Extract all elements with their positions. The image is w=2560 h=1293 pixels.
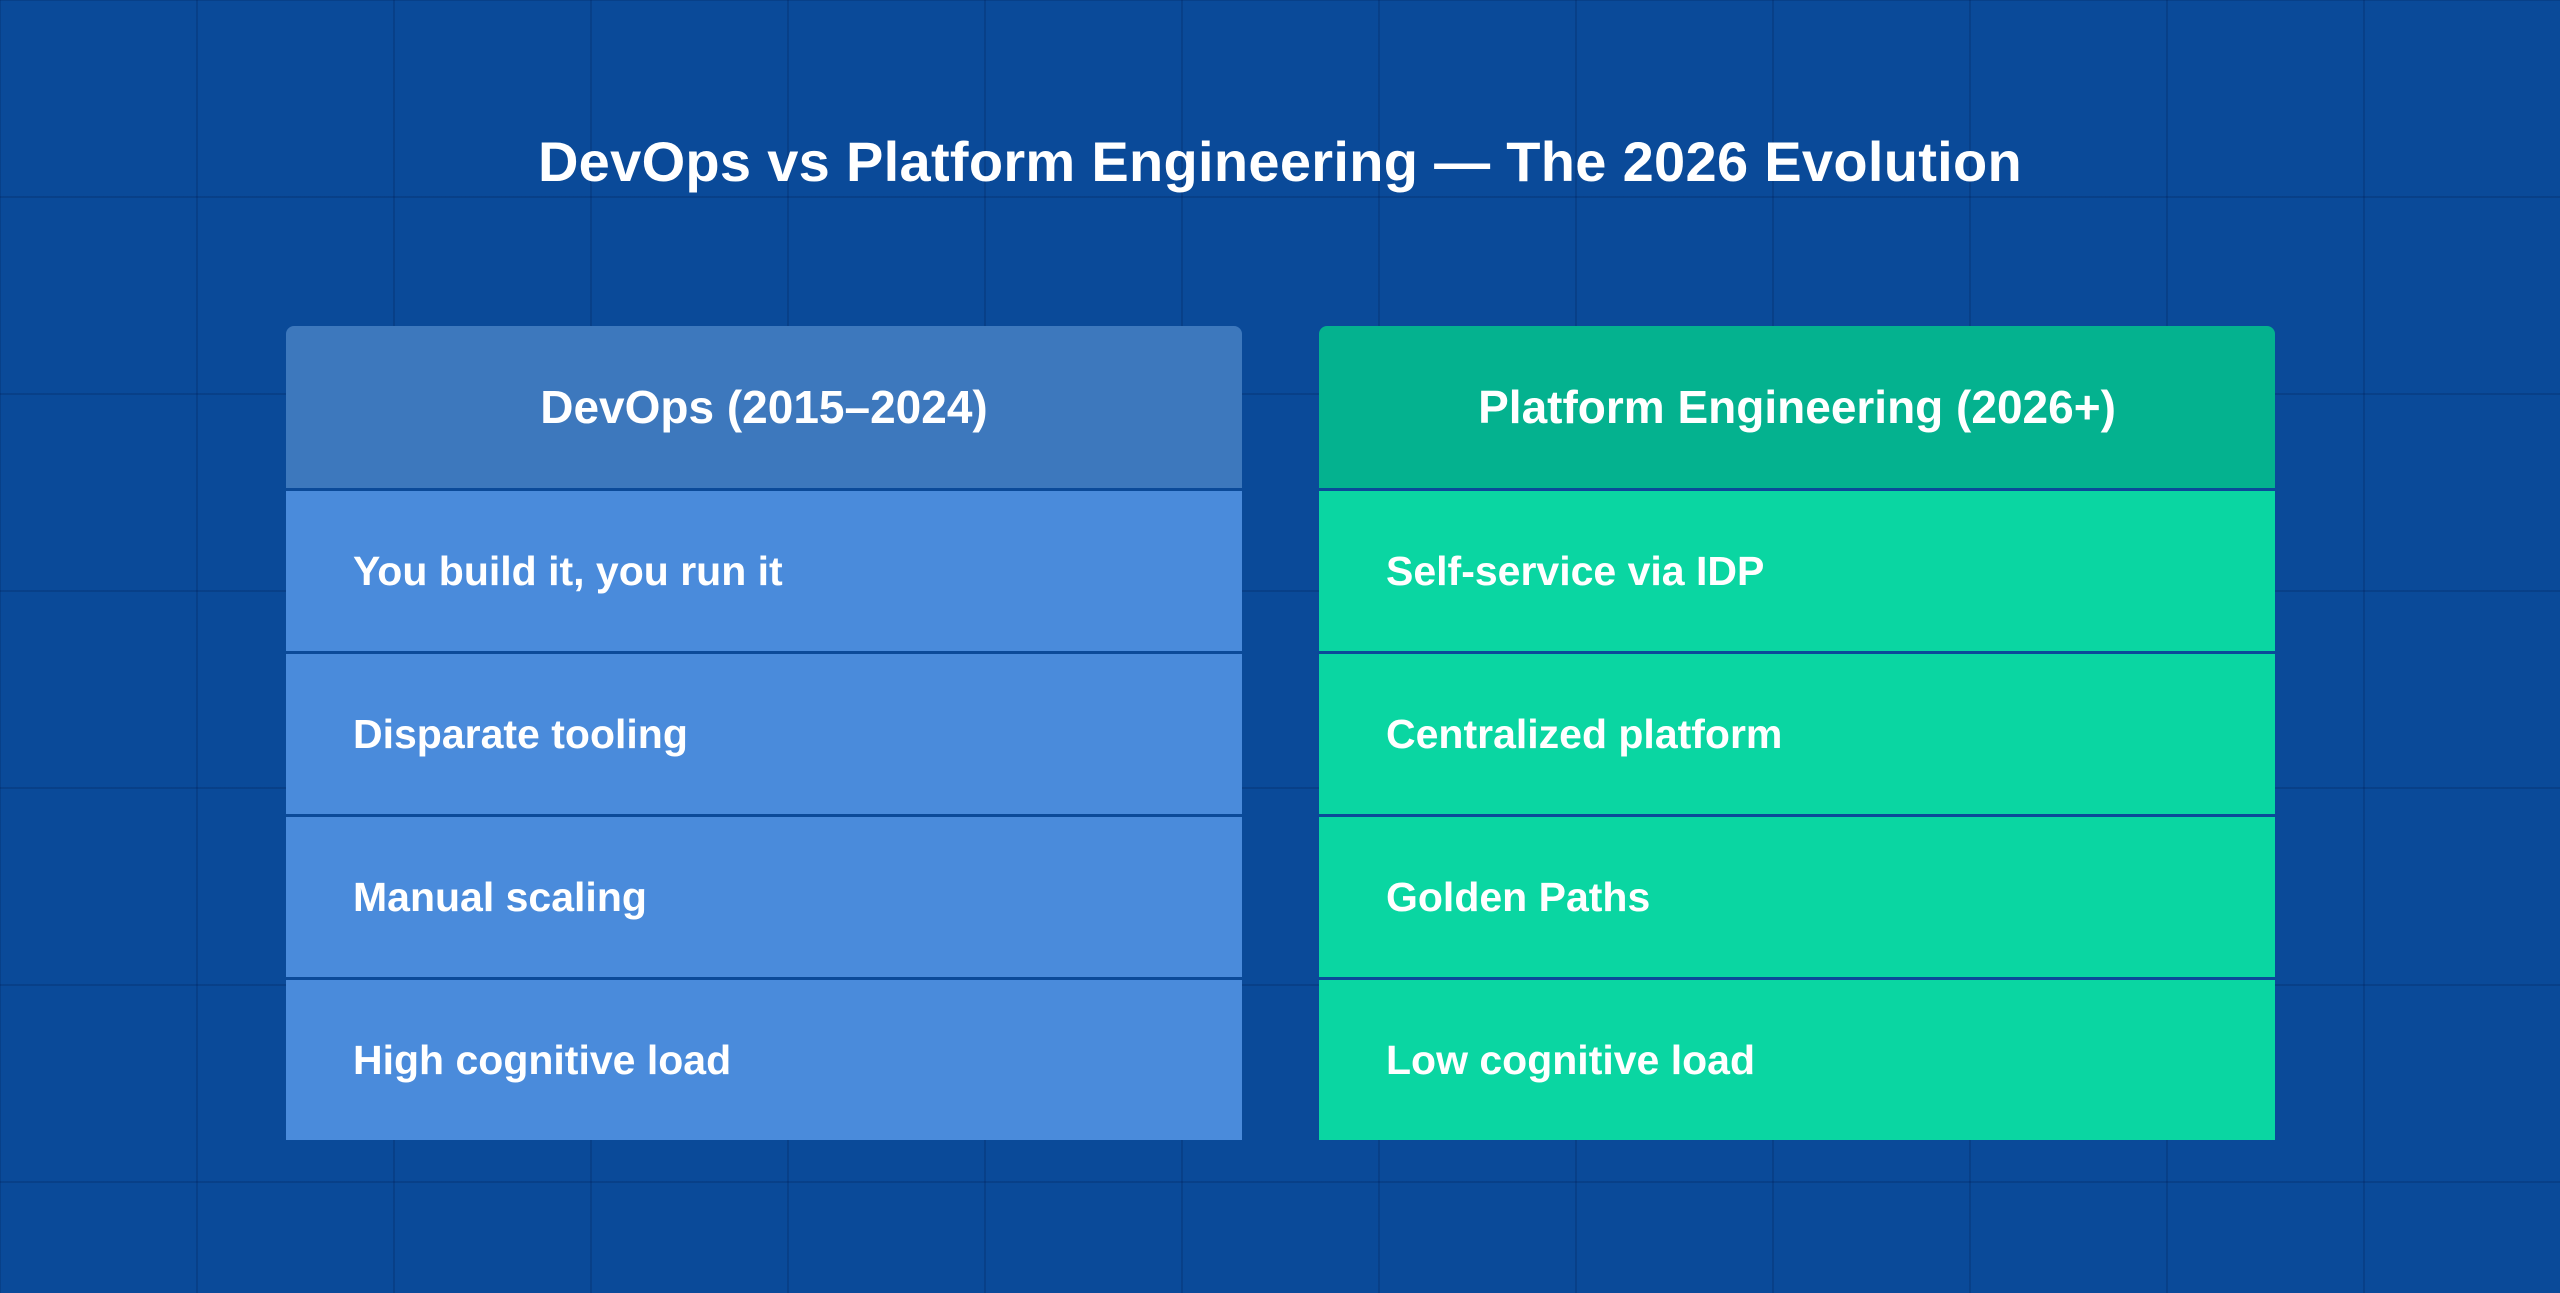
- devops-item-manual-scaling: Manual scaling: [286, 814, 1242, 977]
- devops-item-high-cognitive-load: High cognitive load: [286, 977, 1242, 1140]
- page-title: DevOps vs Platform Engineering — The 202…: [537, 130, 2023, 193]
- platform-item-centralized-platform: Centralized platform: [1319, 651, 2275, 814]
- platform-engineering-column: Platform Engineering (2026+) Self-servic…: [1319, 326, 2275, 1140]
- platform-item-self-service: Self-service via IDP: [1319, 488, 2275, 651]
- devops-column: DevOps (2015–2024) You build it, you run…: [286, 326, 1242, 1140]
- devops-item-you-build-it: You build it, you run it: [286, 488, 1242, 651]
- platform-item-golden-paths: Golden Paths: [1319, 814, 2275, 977]
- devops-item-disparate-tooling: Disparate tooling: [286, 651, 1242, 814]
- platform-engineering-column-header: Platform Engineering (2026+): [1319, 326, 2275, 488]
- devops-column-header: DevOps (2015–2024): [286, 326, 1242, 488]
- platform-item-low-cognitive-load: Low cognitive load: [1319, 977, 2275, 1140]
